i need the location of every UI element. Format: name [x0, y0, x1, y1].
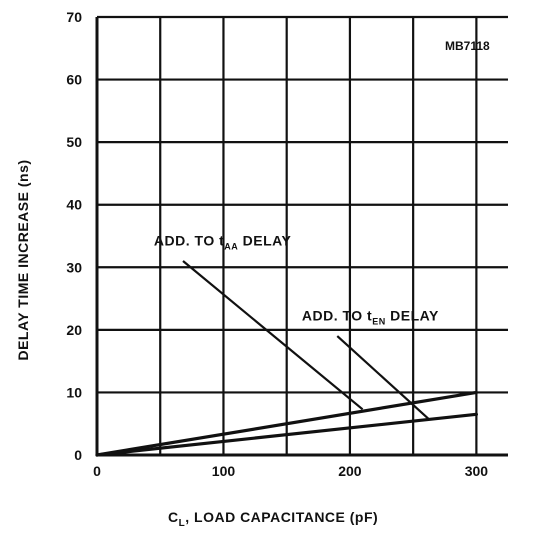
y-tick-label: 50 — [66, 134, 82, 150]
y-tick-label: 20 — [66, 322, 82, 338]
grid — [95, 15, 508, 457]
annotation-leader-line — [182, 260, 364, 411]
x-tick-label: 200 — [338, 463, 362, 479]
y-tick-label: 0 — [74, 447, 82, 463]
annotation-label: ADD. TO tAA DELAY — [154, 232, 292, 251]
part-number-label: MB7118 — [445, 39, 490, 53]
y-tick-label: 60 — [66, 72, 82, 88]
annotation-label-suffix: DELAY — [386, 307, 439, 323]
series — [95, 390, 478, 457]
x-tick-label: 100 — [212, 463, 236, 479]
tick-labels: 0 100 200 300 0 10 20 30 40 50 60 70 — [66, 9, 488, 479]
annotation-label: ADD. TO tEN DELAY — [302, 307, 439, 326]
y-tick-label: 10 — [66, 384, 82, 400]
y-tick-label: 70 — [66, 9, 82, 25]
y-tick-label: 30 — [66, 259, 82, 275]
series-line — [95, 412, 478, 457]
annotation-label-text: ADD. TO t — [154, 232, 224, 248]
x-tick-label: 300 — [465, 463, 489, 479]
x-tick-label: 0 — [93, 463, 101, 479]
annotation-leader-line — [336, 335, 430, 420]
x-axis-title-subscript: L — [179, 518, 186, 529]
x-axis-title: CL, LOAD CAPACITANCE (pF) — [168, 509, 378, 529]
annotation-label-suffix: DELAY — [238, 232, 291, 248]
annotation-label-subscript: AA — [224, 241, 238, 251]
y-tick-label: 40 — [66, 197, 82, 213]
series-line — [95, 390, 478, 457]
annotation-label-text: ADD. TO t — [302, 307, 372, 323]
x-axis-title-text: , LOAD CAPACITANCE (pF) — [185, 509, 378, 525]
annotation-label-subscript: EN — [372, 316, 386, 326]
x-axis-title-symbol: C — [168, 509, 179, 525]
y-axis-title: DELAY TIME INCREASE (ns) — [15, 159, 31, 360]
